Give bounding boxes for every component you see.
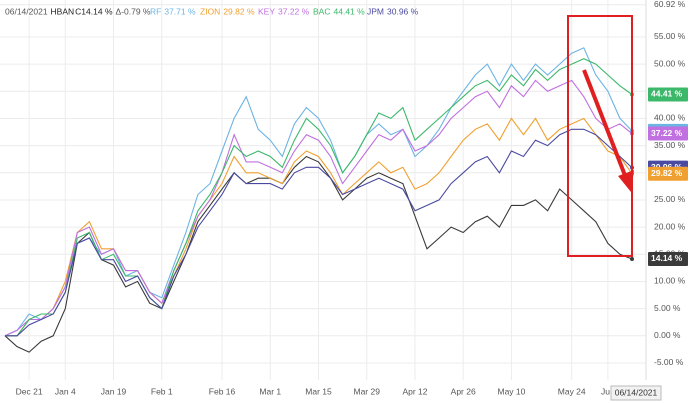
x-cursor-label: 06/14/2021 <box>615 387 658 397</box>
end-label-box <box>648 251 688 266</box>
x-tick-label: Jun <box>601 386 615 396</box>
x-cursor-box <box>610 385 662 401</box>
x-tick-label: Apr 12 <box>402 386 427 396</box>
x-tick-label: Mar 1 <box>259 386 281 396</box>
y-tick-label: 5.00 % <box>654 303 681 313</box>
y-tick-label: 40.00 % <box>654 113 686 123</box>
legend-value: 30.96 % <box>387 6 419 16</box>
end-label: 44.41 % <box>651 89 683 99</box>
end-label: 14.14 % <box>651 253 683 263</box>
legend-value: 37.71 % <box>164 6 196 16</box>
end-label: 29.82 % <box>651 168 683 178</box>
legend-name: ZION <box>200 6 220 16</box>
legend-name: KEY <box>258 6 275 16</box>
legend-value: 44.41 % <box>333 6 365 16</box>
series-line <box>5 58 633 337</box>
series-line <box>4 155 633 353</box>
end-label-box <box>648 166 688 181</box>
x-tick-label: Jan 19 <box>101 386 127 396</box>
x-tick-label: Mar 29 <box>353 386 380 396</box>
legend-name: RF <box>150 6 161 16</box>
lines <box>4 47 634 353</box>
x-tick-label: Apr 26 <box>451 386 476 396</box>
series-line <box>5 128 633 337</box>
legend-name: JPM <box>367 6 384 16</box>
y-tick-label: 10.00 % <box>654 276 686 286</box>
y-tick-label: 50.00 % <box>654 58 686 68</box>
header-close: C14.14 % <box>75 6 113 16</box>
arrow-head <box>618 170 634 192</box>
y-tick-label: -5.00 % <box>654 357 684 367</box>
x-tick-label: Feb 1 <box>151 386 173 396</box>
y-tick-label: 25.00 % <box>654 194 686 204</box>
x-tick-label: Feb 16 <box>209 386 236 396</box>
header-date: 06/14/2021 <box>5 6 48 16</box>
series-line <box>5 117 633 337</box>
y-tick-label: 0.00 % <box>654 330 681 340</box>
end-label-box <box>648 87 688 102</box>
end-label-box <box>648 126 688 141</box>
header-change: Δ-0.79 % <box>116 6 151 16</box>
end-dot <box>630 256 634 261</box>
x-tick-label: Dec 21 <box>16 386 43 396</box>
y-tick-label: 60.92 % <box>654 0 686 9</box>
highlight-box <box>567 15 633 257</box>
legend-value: 29.82 % <box>223 6 255 16</box>
series-line <box>4 79 633 337</box>
legend: 06/14/2021 C14.14 % Δ-0.79 % HBAN RF 37.71… <box>5 6 419 16</box>
x-tick-label: Mar 15 <box>305 386 332 396</box>
x-tick-label: May 24 <box>558 386 586 396</box>
y-tick-label: 35.00 % <box>654 140 686 150</box>
legend-name: HBAN <box>51 6 75 16</box>
end-label: 37.22 % <box>651 128 683 138</box>
end-labels: 37.71 %30.96 %29.82 %37.22 %44.41 %14.14… <box>648 87 688 266</box>
legend-name: BAC <box>313 6 330 16</box>
x-tick-label: Jan 4 <box>55 386 76 396</box>
x-tick-label: May 10 <box>497 386 525 396</box>
y-tick-label: 20.00 % <box>654 221 686 231</box>
plot-area <box>0 0 646 380</box>
arrow-shaft <box>582 69 628 179</box>
grid <box>0 0 646 380</box>
legend-value: 37.22 % <box>278 6 310 16</box>
y-tick-label: 55.00 % <box>654 31 686 41</box>
